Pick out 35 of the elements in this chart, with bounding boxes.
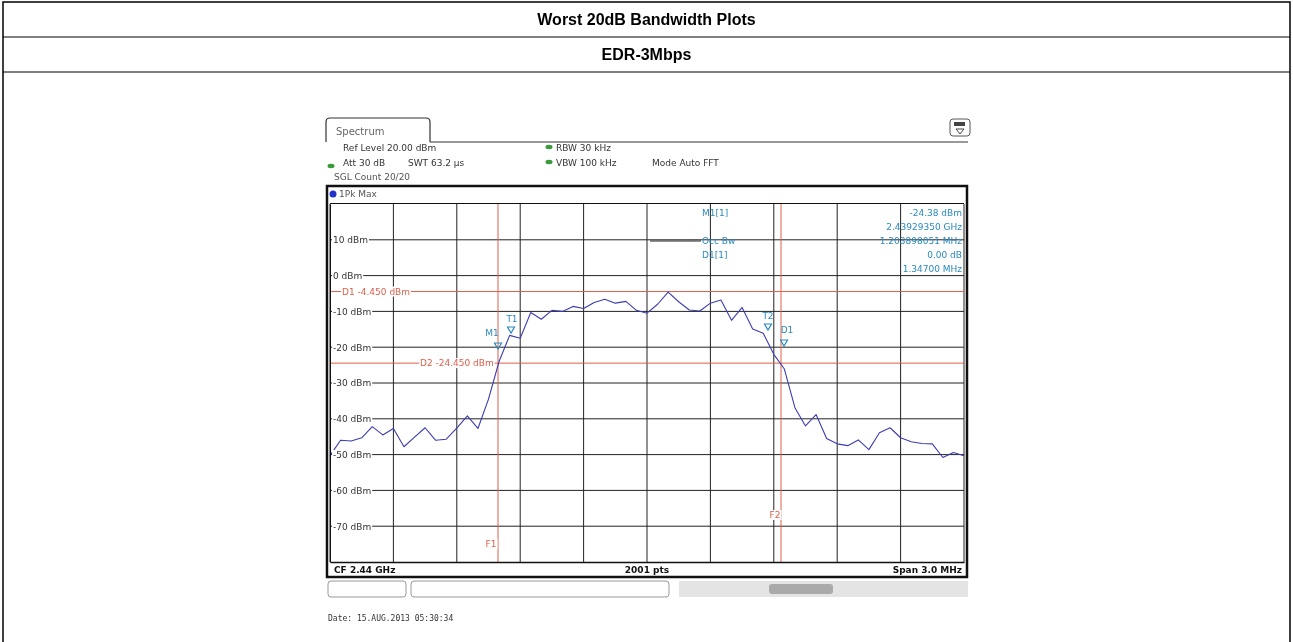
annotation: 0.00 dB [927, 250, 962, 260]
annotation: T1 [505, 314, 518, 324]
text: Att 30 dB [343, 158, 386, 168]
text: CF 2.44 GHz [334, 565, 396, 575]
ref-line-label: D1 -4.450 dBm [342, 286, 411, 297]
chart-title: Worst 20dB Bandwidth Plots [537, 11, 756, 28]
text: SWT 63.2 µs [408, 158, 465, 168]
y-tick-label: -70 dBm [333, 521, 372, 532]
y-tick-label: -40 dBm [333, 414, 372, 425]
annotation: T2 [761, 311, 774, 321]
text: Span 3.0 MHz [892, 565, 962, 575]
text: Mode Auto FFT [652, 158, 720, 168]
annotation: F1 [485, 539, 497, 549]
annotation: 1.34700 MHz [902, 264, 963, 274]
text: 1Pk Max [339, 189, 378, 199]
y-tick-label: -20 dBm [333, 342, 372, 353]
annotation: -24.38 dBm [909, 208, 962, 218]
y-tick-label: 0 dBm [333, 270, 363, 281]
text: VBW 100 kHz [556, 158, 617, 168]
text: Ref Level 20.00 dBm [343, 143, 437, 153]
y-tick-label: -60 dBm [333, 485, 372, 496]
annotation: D1 [780, 325, 794, 335]
text: RBW 30 kHz [556, 143, 612, 153]
ref-line-label: D2 -24.450 dBm [420, 358, 494, 369]
y-tick-label: -30 dBm [333, 378, 372, 389]
annotation: M1 [485, 328, 499, 338]
text: Date: 15.AUG.2013 05:30:34 [328, 614, 454, 623]
y-tick-label: -10 dBm [333, 306, 372, 317]
chart-subtitle: EDR-3Mbps [601, 46, 692, 63]
y-tick-label: -50 dBm [333, 449, 372, 460]
text: SGL Count 20/20 [334, 172, 411, 182]
y-tick-label: 10 dBm [333, 235, 368, 246]
text: Spectrum [336, 126, 385, 137]
text: 2001 pts [624, 565, 670, 575]
annotation: F2 [769, 510, 781, 520]
